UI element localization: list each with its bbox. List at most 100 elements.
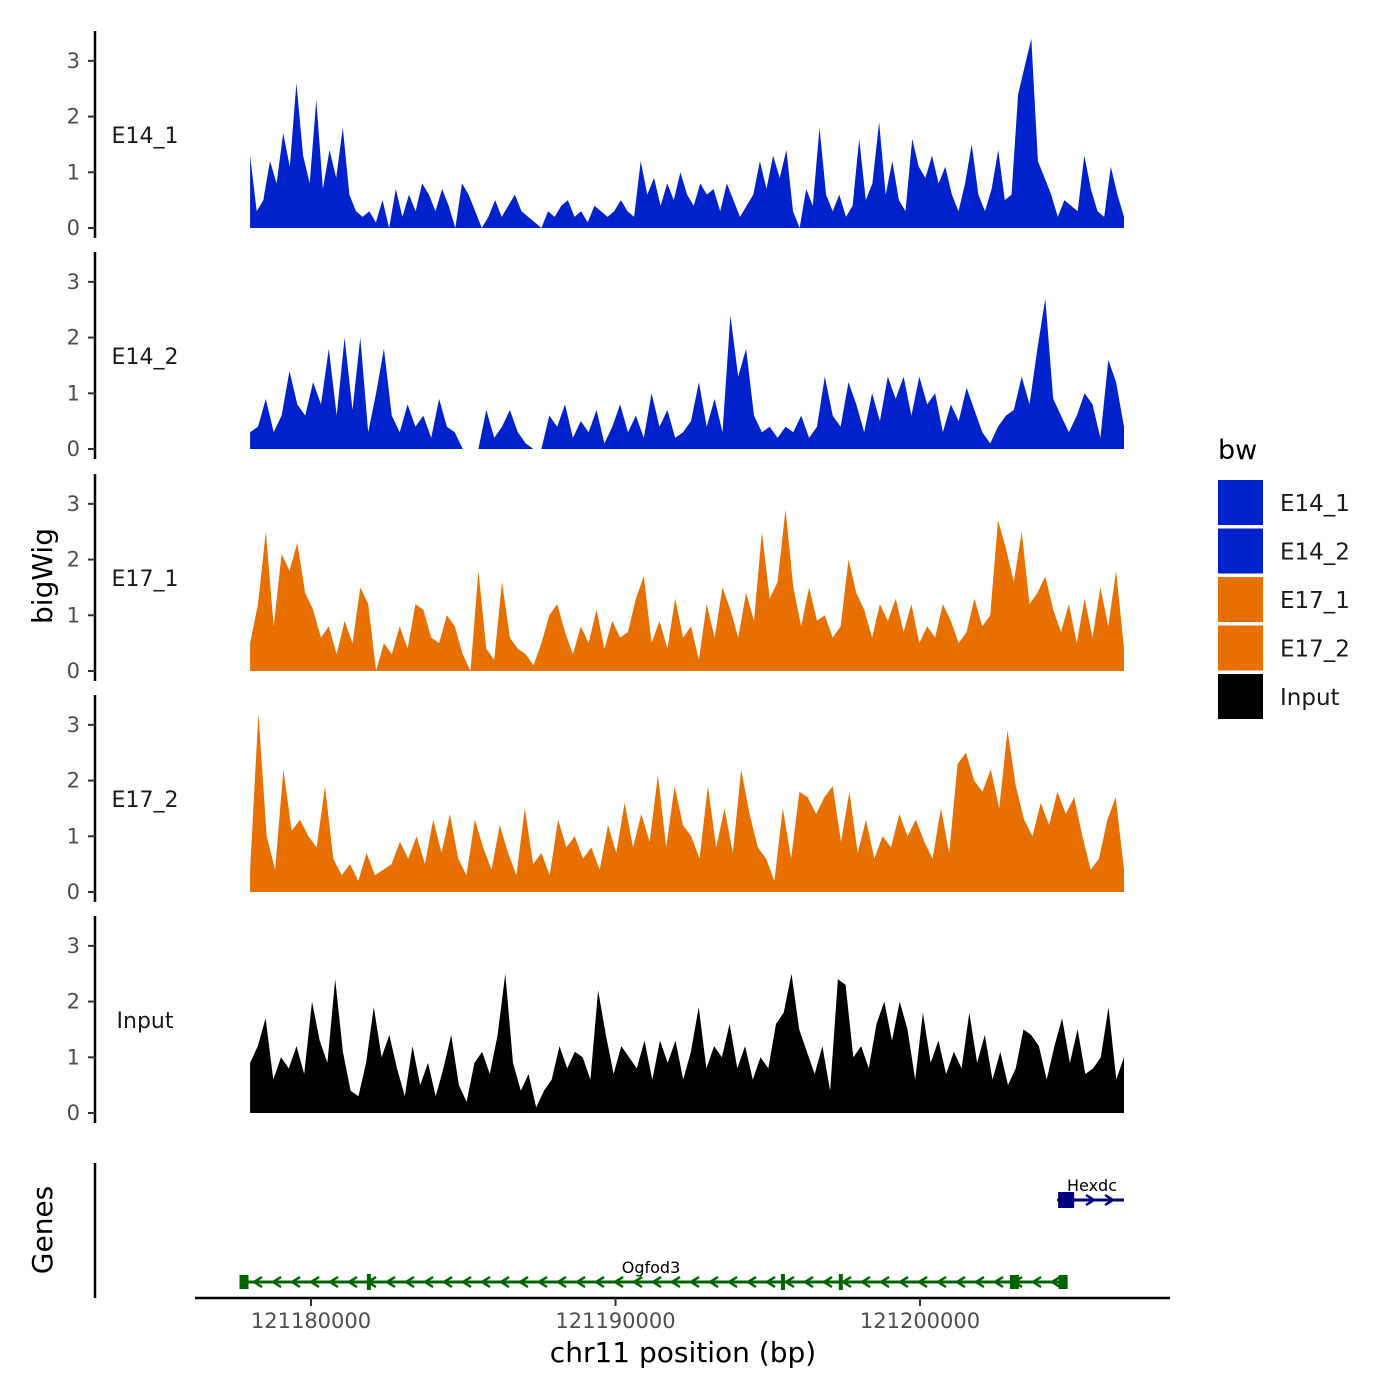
- y-tick-label: 3: [67, 934, 80, 958]
- legend-item: E17_2: [1218, 625, 1350, 671]
- strand-arrow: [973, 1275, 985, 1289]
- strand-arrow: [764, 1275, 776, 1289]
- track-input: 0 1 2 3 Input: [67, 916, 1125, 1125]
- gene-exon: [1058, 1275, 1068, 1289]
- strand-arrow: [593, 1275, 605, 1289]
- strand-arrow: [574, 1275, 586, 1289]
- strand-arrow: [631, 1275, 643, 1289]
- signal-area-e17-2: [250, 713, 1125, 892]
- x-tick-label: 121180000: [251, 1309, 371, 1333]
- strand-arrow: [783, 1275, 795, 1289]
- x-tick-label: 121200000: [860, 1309, 980, 1333]
- strand-arrow: [270, 1275, 282, 1289]
- signal-tracks: 0 1 2 3 E14_1 0 1 2 3 E14_2 0 1 2 3 E17_1 0 1 2 3 E17_2 0 1 2 3…: [67, 31, 1125, 1125]
- gene-exon: [239, 1275, 249, 1289]
- y-tick-label: 0: [67, 437, 80, 461]
- strand-arrow: [840, 1275, 852, 1289]
- signal-area-e14-1: [250, 38, 1125, 228]
- strand-arrow: [1030, 1275, 1042, 1289]
- strand-arrow: [327, 1275, 339, 1289]
- strand-arrow: [707, 1275, 719, 1289]
- y-tick-label: 0: [67, 1101, 80, 1125]
- signal-area-input: [250, 973, 1125, 1113]
- legend-title: bw: [1218, 435, 1257, 466]
- legend: bw E14_1 E14_2 E17_1 E17_2 Input: [1218, 435, 1350, 719]
- legend-label: Input: [1280, 685, 1340, 711]
- strand-arrow: [897, 1275, 909, 1289]
- legend-swatch: [1218, 528, 1263, 574]
- signal-area-e17-1: [250, 509, 1125, 671]
- strand-arrow: [878, 1275, 890, 1289]
- y-tick-label: 1: [67, 824, 80, 848]
- gene-label: Ogfod3: [622, 1258, 681, 1277]
- legend-label: E17_1: [1280, 588, 1350, 614]
- y-tick-label: 3: [67, 713, 80, 737]
- y-tick-label: 0: [67, 216, 80, 240]
- genes-axis-title: Genes: [26, 1186, 59, 1274]
- y-tick-label: 2: [67, 990, 80, 1014]
- strand-arrow: [802, 1275, 814, 1289]
- y-tick-label: 1: [67, 603, 80, 627]
- track-label: E17_1: [112, 567, 179, 592]
- gene-hexdc: Hexdc: [1057, 1176, 1125, 1208]
- y-tick-label: 1: [67, 160, 80, 184]
- strand-arrow: [726, 1275, 738, 1289]
- y-tick-label: 0: [67, 880, 80, 904]
- gene-ogfod3: Ogfod3: [239, 1258, 1068, 1290]
- y-tick-label: 2: [67, 105, 80, 129]
- strand-arrow: [460, 1275, 472, 1289]
- strand-arrow: [498, 1275, 510, 1289]
- y-tick-label: 1: [67, 381, 80, 405]
- strand-arrow: [954, 1275, 966, 1289]
- gene-label: Hexdc: [1067, 1176, 1117, 1195]
- strand-arrow: [308, 1275, 320, 1289]
- gene-exon: [780, 1274, 785, 1290]
- legend-item: E14_2: [1218, 528, 1350, 574]
- x-axis: 121180000 121190000 121200000 chr11 positi…: [195, 1296, 1170, 1369]
- x-tick-label: 121190000: [555, 1309, 675, 1333]
- strand-arrow: [612, 1275, 624, 1289]
- legend-item: E17_1: [1218, 577, 1350, 622]
- strand-arrow: [517, 1275, 529, 1289]
- x-ticks: 121180000 121190000 121200000: [251, 1298, 980, 1333]
- strand-arrow: [650, 1275, 662, 1289]
- y-tick-label: 0: [67, 659, 80, 683]
- y-axis-title: bigWig: [26, 528, 59, 624]
- legend-item: E14_1: [1218, 480, 1350, 525]
- strand-arrow: [346, 1275, 358, 1289]
- track-label: E14_1: [112, 124, 179, 149]
- y-tick-label: 2: [67, 326, 80, 350]
- strand-arrow: [536, 1275, 548, 1289]
- x-axis-title: chr11 position (bp): [550, 1336, 816, 1369]
- legend-items: E14_1 E14_2 E17_1 E17_2 Input: [1218, 480, 1350, 719]
- gene-exon: [1009, 1275, 1019, 1289]
- signal-area-e14-2: [250, 298, 1125, 449]
- strand-arrow: [688, 1275, 700, 1289]
- strand-arrow: [251, 1275, 263, 1289]
- strand-arrow: [821, 1275, 833, 1289]
- genes-panel: Genes Ogfod3 Hexdc: [26, 1163, 1125, 1298]
- strand-arrow: [422, 1275, 434, 1289]
- strand-arrow: [479, 1275, 491, 1289]
- strand-arrow: [403, 1275, 415, 1289]
- y-tick-label: 2: [67, 769, 80, 793]
- strand-arrow: [1104, 1193, 1116, 1207]
- y-tick-label: 2: [67, 548, 80, 572]
- strand-arrow: [859, 1275, 871, 1289]
- track-label: E17_2: [112, 788, 179, 813]
- track-e17-2: 0 1 2 3 E17_2: [67, 695, 1125, 904]
- legend-label: E14_2: [1280, 540, 1350, 566]
- y-tick-label: 3: [67, 492, 80, 516]
- y-tick-label: 3: [67, 49, 80, 73]
- strand-arrow: [1085, 1193, 1097, 1207]
- strand-arrow: [384, 1275, 396, 1289]
- gene-exon: [366, 1274, 371, 1290]
- legend-swatch: [1218, 625, 1263, 671]
- strand-arrow: [916, 1275, 928, 1289]
- track-e14-1: 0 1 2 3 E14_1: [67, 31, 1125, 240]
- legend-swatch: [1218, 674, 1263, 719]
- strand-arrow: [669, 1275, 681, 1289]
- strand-arrow: [441, 1275, 453, 1289]
- track-e17-1: 0 1 2 3 E17_1: [67, 474, 1125, 683]
